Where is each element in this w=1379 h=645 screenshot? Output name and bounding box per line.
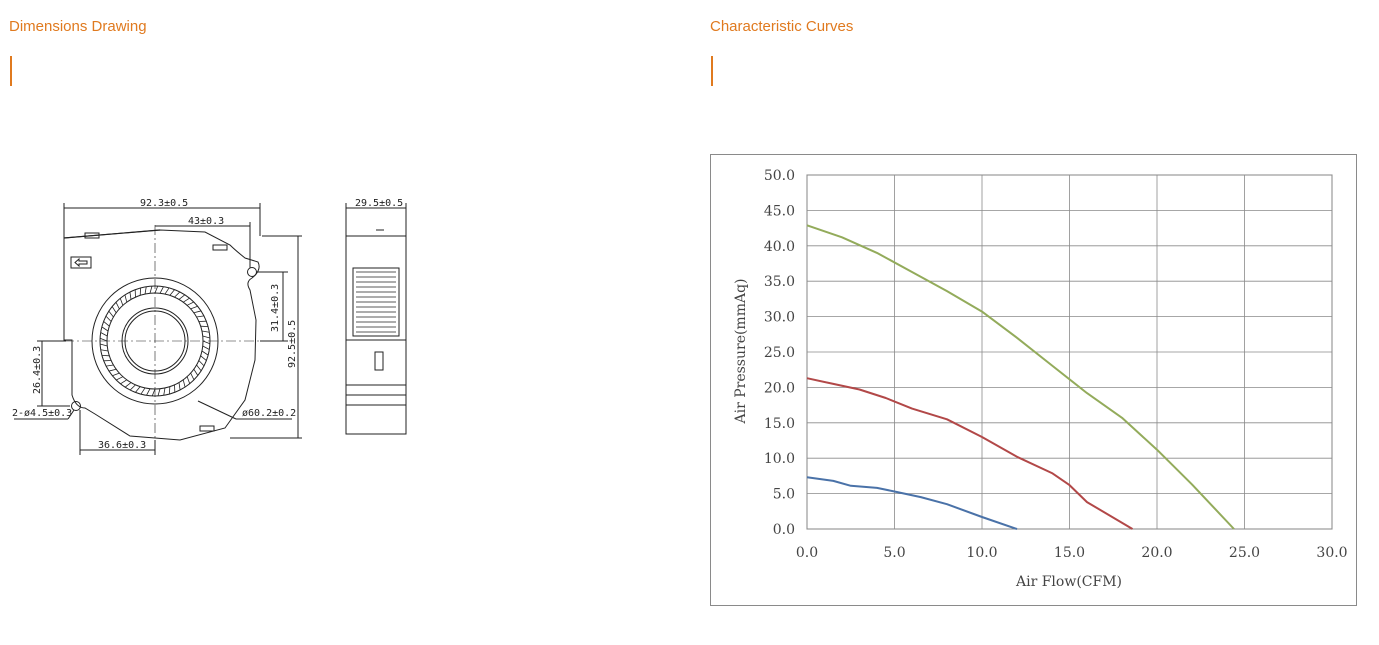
characteristic-curves-chart: 0.0 5.0 10.0 15.0 20.0 25.0 30.0 0.0 5.0 10.0 15.0…	[710, 154, 1357, 606]
dim-bottom-label: 36.6±0.3	[98, 440, 146, 451]
y-tick-label: 20.0	[764, 380, 795, 396]
y-tick-label: 10.0	[764, 451, 795, 467]
y-tick-label: 25.0	[764, 345, 795, 361]
dim-left-label: 26.4±0.3	[32, 346, 43, 394]
x-tick-label: 30.0	[1316, 545, 1347, 561]
x-tick-label: 25.0	[1229, 545, 1260, 561]
left-accent-bar	[10, 56, 12, 86]
x-tick-label: 15.0	[1054, 545, 1085, 561]
y-tick-label: 0.0	[773, 522, 795, 538]
series-line-2	[806, 377, 1134, 530]
dim-holes-label: 2-ø4.5±0.3	[12, 408, 72, 419]
dimensions-drawing-title: Dimensions Drawing	[9, 18, 147, 35]
y-tick-label: 35.0	[764, 274, 795, 290]
dim-width-label: 92.3±0.5	[140, 198, 188, 209]
chart-canvas: 0.0 5.0 10.0 15.0 20.0 25.0 30.0 0.0 5.0 10.0 15.0…	[733, 168, 1348, 590]
x-tick-label: 10.0	[966, 545, 997, 561]
dim-side-width-label: 29.5±0.5	[355, 198, 403, 209]
y-tick-label: 5.0	[773, 487, 795, 503]
x-tick-label: 5.0	[883, 545, 905, 561]
right-accent-bar	[711, 56, 713, 86]
x-tick-label: 20.0	[1141, 545, 1172, 561]
characteristic-curves-title: Characteristic Curves	[710, 18, 854, 35]
series-line-1	[806, 476, 1018, 530]
y-tick-label: 50.0	[764, 168, 795, 184]
y-tick-label: 30.0	[764, 310, 795, 326]
x-axis-label: Air Flow(CFM)	[1015, 574, 1122, 590]
dim-right-inner-label: 31.4±0.3	[270, 284, 281, 332]
y-tick-label: 15.0	[764, 416, 795, 432]
dimensions-drawing: 92.3±0.5 43±0.3 31.4±0.3 92.5±0.5 26.4±0…	[12, 198, 407, 455]
y-tick-label: 45.0	[764, 203, 795, 219]
x-tick-label: 0.0	[796, 545, 818, 561]
y-tick-label: 40.0	[764, 239, 795, 255]
dim-diameter-label: ø60.2±0.2	[242, 408, 296, 419]
dim-top-label: 43±0.3	[188, 216, 224, 227]
dim-height-label: 92.5±0.5	[287, 320, 298, 368]
y-axis-label: Air Pressure(mmAq)	[733, 278, 749, 424]
series-line-3	[806, 224, 1235, 530]
